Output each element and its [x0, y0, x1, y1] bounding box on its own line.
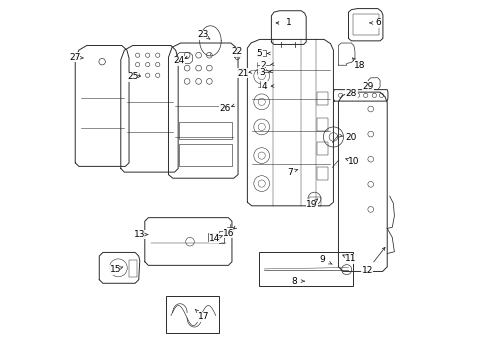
Text: 19: 19: [305, 200, 317, 209]
Bar: [316, 93, 327, 105]
Bar: [316, 167, 327, 180]
Text: 13: 13: [134, 230, 145, 239]
Bar: [166, 296, 219, 333]
Text: 16: 16: [223, 229, 234, 238]
Text: 1: 1: [286, 18, 292, 27]
Text: 26: 26: [219, 104, 230, 113]
Bar: [316, 142, 327, 155]
Text: 7: 7: [287, 168, 293, 177]
Bar: [257, 50, 265, 56]
Text: 14: 14: [209, 234, 220, 243]
Bar: [218, 231, 223, 243]
Text: 29: 29: [362, 82, 373, 91]
Text: 15: 15: [109, 265, 121, 274]
Text: 17: 17: [197, 312, 208, 321]
Bar: [352, 14, 378, 35]
Bar: [179, 144, 232, 166]
Text: 28: 28: [345, 89, 356, 98]
Bar: [316, 118, 327, 131]
Text: 11: 11: [344, 255, 356, 264]
Bar: [308, 197, 320, 206]
Text: 4: 4: [261, 82, 267, 91]
Text: 22: 22: [230, 47, 242, 56]
Text: 2: 2: [260, 61, 265, 70]
Text: 6: 6: [374, 18, 380, 27]
Text: 5: 5: [256, 49, 262, 58]
Text: 10: 10: [347, 157, 359, 166]
Text: 25: 25: [127, 72, 138, 81]
Text: 24: 24: [173, 57, 184, 66]
Text: 8: 8: [290, 276, 296, 285]
Text: 18: 18: [353, 62, 365, 71]
Text: 21: 21: [237, 69, 248, 78]
Bar: [179, 122, 232, 139]
Bar: [129, 260, 137, 277]
Text: 27: 27: [69, 53, 81, 62]
Text: 3: 3: [258, 68, 264, 77]
Text: 9: 9: [319, 255, 325, 264]
Text: 12: 12: [361, 266, 372, 275]
Text: 20: 20: [344, 133, 356, 142]
Text: 23: 23: [197, 30, 208, 39]
Bar: [207, 233, 218, 241]
Bar: [258, 252, 352, 286]
